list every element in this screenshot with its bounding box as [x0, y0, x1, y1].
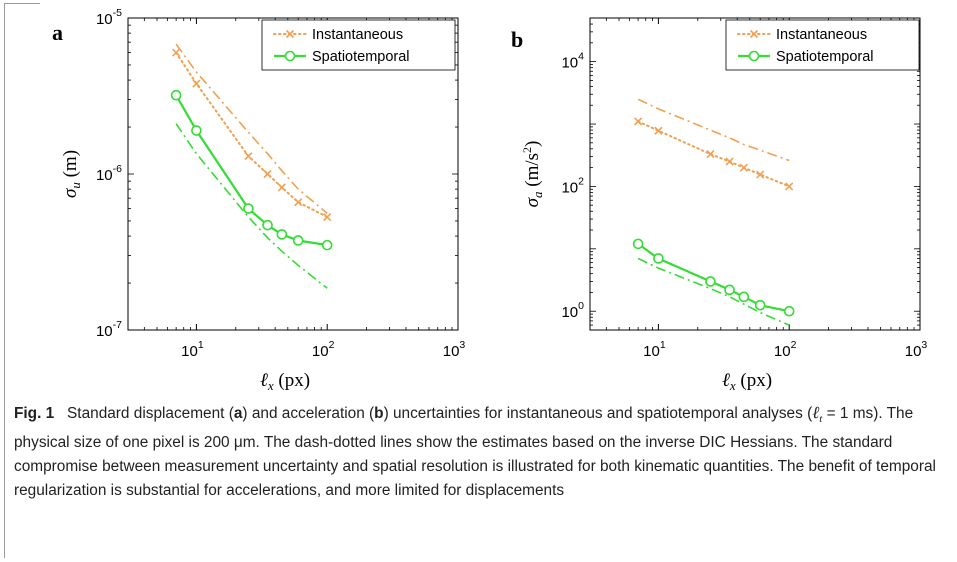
panel-a-y-axis-label: σu (m) — [60, 150, 83, 198]
panel-b-y-tick-label: 102 — [561, 175, 584, 196]
caption-text-4: = 1 ms). The physical size of one pixel … — [14, 405, 936, 500]
panel-a-x-tick-label: 102 — [312, 339, 335, 360]
frame-left-edge — [4, 3, 5, 558]
marker-stroke — [785, 182, 794, 191]
marker-stroke — [634, 117, 643, 126]
marker-stroke — [725, 157, 734, 166]
panel-a-spatiotemporal-marker — [191, 125, 202, 136]
caption-text-3: ) uncertainties for instantaneous and sp… — [383, 405, 813, 422]
marker-stroke — [739, 163, 748, 172]
marker-stroke — [756, 170, 765, 179]
panel-a-y-tick-label: 10-7 — [96, 319, 122, 340]
panel-b-spatiotemporal-marker — [724, 284, 735, 296]
panel-a-spatiotemporal-marker — [262, 219, 273, 231]
panel-b-legend-marker-instantaneous — [749, 29, 759, 39]
marker-stroke — [244, 152, 253, 161]
panel-a-spatiotemporal-line — [175, 94, 328, 247]
panel-b-instantaneous-marker — [785, 182, 794, 191]
marker-stroke — [706, 149, 715, 159]
panel-b-axes-box — [589, 17, 921, 331]
panel-b-spatiotemporal-marker — [738, 291, 750, 303]
panel-b-instantaneous-marker — [756, 170, 765, 179]
figure-charts: a 101 102 103 10-7 10-6 10-5 ℓx (px) σu (m) Inst… — [52, 7, 928, 393]
marker-stroke — [323, 212, 332, 222]
panel-a: a 101 102 103 10-7 10-6 10-5 ℓx (px) σu (m) Inst… — [52, 7, 465, 393]
panel-b-y-tick-label: 100 — [561, 300, 584, 321]
panel-b-legend-label-spatiotemporal: Spatiotemporal — [776, 49, 874, 65]
panel-a-instantaneous-estimate-line — [175, 43, 328, 214]
caption-text-1: Standard displacement ( — [67, 405, 234, 422]
panel-a-legend-marker-instantaneous — [285, 29, 295, 39]
panel-b-legend-marker-spatiotemporal — [748, 50, 760, 62]
figure-caption: Fig. 1 Standard displacement (a) and acc… — [14, 401, 944, 503]
panel-a-spatiotemporal-marker — [321, 239, 333, 251]
panel-a-instantaneous-marker — [244, 152, 253, 161]
panel-b-x-tick-label: 101 — [643, 339, 666, 360]
panel-a-instantaneous-marker — [323, 212, 332, 222]
panel-b-instantaneous-marker — [654, 126, 663, 135]
panel-a-x-tick-label: 101 — [181, 339, 204, 360]
panel-b-instantaneous-estimate-line — [637, 98, 790, 162]
panel-a-y-tick-label: 10-6 — [96, 163, 122, 184]
caption-panel-b-ref: b — [374, 405, 384, 422]
caption-lt-symbol: ℓ — [812, 403, 820, 422]
panel-b-instantaneous-marker — [706, 149, 715, 159]
panel-b-spatiotemporal-marker — [754, 299, 766, 311]
panel-b-letter: b — [511, 27, 523, 52]
panel-a-instantaneous-marker — [263, 169, 272, 179]
frame-top-edge — [4, 3, 40, 4]
panel-b-legend: Instantaneous Spatiotemporal — [725, 19, 920, 71]
marker-stroke — [172, 48, 181, 57]
panel-b-instantaneous-marker — [634, 117, 643, 126]
panel-a-spatiotemporal-marker — [292, 235, 304, 246]
panel-b-spatiotemporal-marker — [705, 276, 716, 287]
panel-b-instantaneous-marker — [725, 157, 734, 166]
panel-a-instantaneous-marker — [172, 48, 181, 57]
panel-b-instantaneous-marker — [739, 163, 748, 172]
marker-stroke — [277, 183, 286, 192]
caption-lt-subscript: t — [819, 413, 823, 426]
panel-b-x-tick-label: 102 — [774, 339, 797, 360]
panel-a-legend: Instantaneous Spatiotemporal — [261, 19, 456, 71]
panel-b-legend-label-instantaneous: Instantaneous — [776, 27, 867, 43]
panel-a-spatiotemporal-marker — [276, 229, 288, 240]
panel-a-instantaneous-marker — [294, 198, 303, 207]
panel-a-legend-marker-spatiotemporal — [284, 50, 296, 62]
marker-stroke — [294, 198, 303, 207]
panel-a-spatiotemporal-marker — [170, 89, 182, 101]
panel-a-instantaneous-marker — [277, 183, 286, 192]
panel-b-y-axis-label: σa (m/s2) — [520, 141, 545, 208]
panel-b-y-tick-label: 104 — [561, 51, 584, 72]
panel-a-legend-label-instantaneous: Instantaneous — [312, 27, 403, 43]
panel-b-spatiotemporal-estimate-line — [637, 257, 790, 326]
panel-a-legend-box — [261, 19, 456, 71]
marker-stroke — [192, 79, 201, 88]
panel-b-x-axis-label: ℓx (px) — [722, 370, 772, 393]
caption-label: Fig. 1 — [14, 405, 55, 422]
panel-a-spatiotemporal-marker — [243, 203, 254, 214]
panel-a-letter: a — [52, 20, 63, 45]
panel-b-legend-box — [725, 19, 920, 71]
panel-a-legend-label-spatiotemporal: Spatiotemporal — [312, 49, 410, 65]
panel-a-spatiotemporal-estimate-line — [175, 123, 328, 289]
panel-b-spatiotemporal-marker — [783, 305, 795, 317]
panel-a-x-axis-label: ℓx (px) — [260, 370, 310, 393]
panel-a-x-tick-label: 103 — [443, 339, 466, 360]
panel-b: b 101 102 103 100 102 104 ℓx (px) σa (m/s2) Inst… — [511, 17, 928, 393]
panel-b-x-tick-label: 103 — [905, 339, 928, 360]
caption-text-2: ) and acceleration ( — [242, 405, 375, 422]
figure-frame — [4, 3, 952, 558]
panel-b-spatiotemporal-marker — [632, 238, 644, 250]
panel-a-instantaneous-marker — [192, 79, 201, 88]
panel-a-y-tick-label: 10-5 — [96, 7, 122, 28]
caption-panel-a-ref: a — [233, 405, 243, 422]
marker-stroke — [654, 126, 663, 135]
panel-b-spatiotemporal-marker — [653, 253, 664, 264]
marker-stroke — [263, 169, 272, 179]
